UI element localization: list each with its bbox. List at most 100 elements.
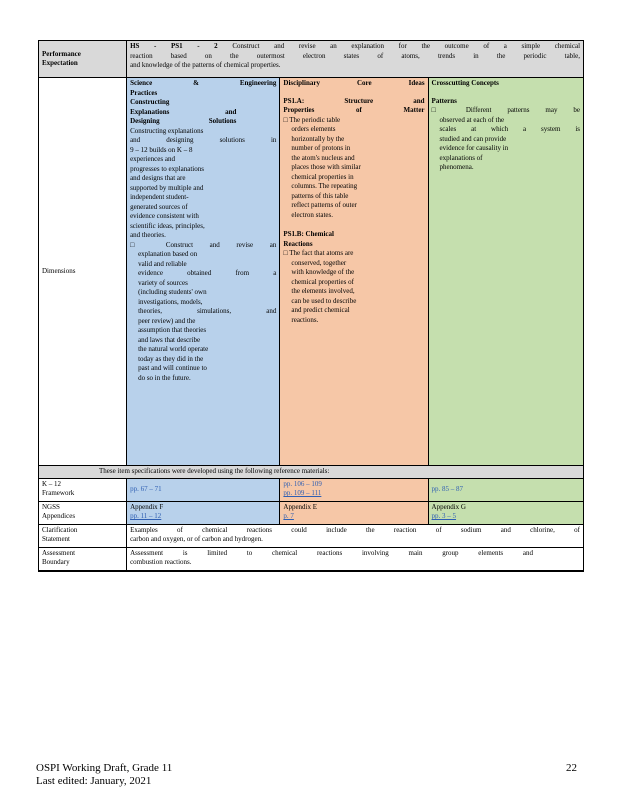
- reference-note-row: These item specifications were developed…: [38, 465, 584, 479]
- ccc-body-line: scales at which a system is: [439, 125, 580, 133]
- sep-heading: Practices: [130, 88, 158, 97]
- item-spec-table: Performance Expectation HS - PS1 - 2 Con…: [37, 40, 585, 572]
- sep-bullet-line: assumption that theories: [138, 326, 207, 334]
- dci-heading: Disciplinary Core Ideas: [283, 79, 425, 87]
- label-line: Boundary: [42, 558, 70, 566]
- dci-body-line: horizontally by the: [291, 134, 345, 143]
- ccc-body-line: explanations of: [439, 153, 483, 162]
- ccc-subheading: Patterns: [431, 96, 457, 105]
- dci-subheading: PS1.B: Chemical: [283, 230, 334, 238]
- sep-body-line: supported by multiple and: [130, 183, 204, 192]
- pe-text-line: and knowledge of the patterns of chemica…: [130, 61, 281, 69]
- dci-subheading: Reactions: [283, 239, 313, 248]
- sep-body-line: and designs that are: [130, 174, 186, 182]
- footer-edited: Last edited: January, 2021: [36, 775, 152, 787]
- sep-cell: Science & Engineering Practices Construc…: [126, 77, 281, 466]
- boundary-line: Assessment is limited to chemical reacti…: [130, 548, 533, 557]
- sep-body-line: experiences and: [130, 155, 175, 163]
- ngss-ccc-appendix: Appendix G: [431, 502, 466, 511]
- ccc-body: □ Different patterns may be observed at …: [432, 106, 580, 173]
- performance-expectation-label: Performance Expectation: [37, 40, 128, 78]
- sep-body-line: and designing solutions in: [130, 136, 277, 144]
- sep-body-line: evidence consistent with: [130, 212, 199, 220]
- sep-bullet-line: □ Construct and revise an: [130, 240, 277, 249]
- label-line: Clarification: [42, 525, 78, 534]
- boundary-text: Assessment is limited to chemical reacti…: [126, 546, 584, 572]
- framework-dci-ref: pp. 106 – 109 pp. 109 – 111: [279, 477, 429, 502]
- ccc-body-line: evidence for causality in: [439, 144, 509, 152]
- ccc-cell: Crosscutting Concepts Patterns □ Differe…: [427, 77, 585, 466]
- clarification-label: Clarification Statement: [37, 523, 128, 548]
- framework-ccc-link[interactable]: pp. 85 – 87: [431, 484, 464, 493]
- dci-body-line: and predict chemical: [291, 306, 350, 314]
- reference-note: These item specifications were developed…: [38, 465, 584, 479]
- sep-bullet-line: (including students' own: [138, 288, 207, 296]
- ngss-dci-appendix: Appendix E: [283, 502, 318, 511]
- dci-body-line: orders elements: [291, 125, 336, 133]
- ngss-sep-link[interactable]: pp. 11 – 12: [130, 512, 162, 520]
- ngss-ccc-link[interactable]: pp. 3 – 5: [431, 512, 457, 520]
- ngss-dci-link[interactable]: p. 7: [283, 512, 294, 520]
- dimensions-row: Dimensions Science & Engineering Practic…: [37, 77, 585, 466]
- footer-title: OSPI Working Draft, Grade 11: [36, 762, 173, 774]
- label-line: Framework: [42, 489, 75, 497]
- dci-body-line: the atom's nucleus and: [291, 153, 355, 162]
- dci-body-line: chemical properties in: [291, 172, 354, 181]
- framework-sep-link[interactable]: pp. 67 – 71: [130, 484, 162, 493]
- sep-heading: Science & Engineering: [130, 79, 277, 87]
- boundary-label: Assessment Boundary: [37, 546, 128, 572]
- dci-body-line: reflect patterns of outer: [291, 201, 357, 209]
- ccc-body-line: observed at each of the: [439, 115, 505, 124]
- dci-subheading: Properties of Matter: [283, 106, 425, 114]
- boundary-row: Assessment Boundary Assessment is limite…: [37, 546, 584, 572]
- dci-body-line: □ The fact that atoms are: [283, 249, 354, 257]
- framework-ccc-ref: pp. 85 – 87: [427, 477, 585, 502]
- dci-body-line: with knowledge of the: [291, 268, 355, 276]
- label-line: Appendices: [42, 512, 76, 520]
- sep-body-line: independent student-: [130, 193, 189, 201]
- sep-bullet-line: peer review) and the: [138, 316, 196, 325]
- sep-subheading: Constructing: [130, 98, 170, 106]
- sep-bullet-line: past and will continue to: [138, 364, 207, 372]
- label-line: Expectation: [42, 59, 78, 67]
- ngss-sep-ref: Appendix F pp. 11 – 12: [126, 500, 281, 525]
- label-line: K – 12: [42, 479, 62, 488]
- framework-dci-link-2[interactable]: pp. 109 – 111: [283, 489, 322, 497]
- ccc-body-line: □ Different patterns may be: [431, 106, 580, 114]
- sep-bullet-line: explanation based on: [138, 250, 198, 258]
- sep-body-line: generated sources of: [130, 202, 188, 211]
- footer: OSPI Working Draft, Grade 11 Last edited…: [36, 762, 172, 788]
- dci-cell: Disciplinary Core Ideas PS1.A: Structure…: [279, 77, 429, 466]
- dci-body-2: □ The fact that atoms are conserved, tog…: [283, 249, 424, 325]
- dci-body-line: electron states.: [291, 210, 333, 219]
- ngss-ccc-ref: Appendix G pp. 3 – 5: [427, 500, 585, 525]
- page-number: 22: [566, 762, 577, 774]
- sep-bullet-line: the natural world operate: [138, 345, 209, 353]
- dci-body-line: reactions.: [291, 315, 319, 324]
- clarification-row: Clarification Statement Examples of chem…: [37, 523, 584, 548]
- sep-bullet-line: and laws that describe: [138, 335, 201, 344]
- clarification-line: carbon and oxygen, or of carbon and hydr…: [130, 535, 263, 543]
- sep-bullet-line: today as they did in the: [138, 354, 204, 363]
- dci-body-line: columns. The repeating: [291, 182, 358, 190]
- framework-dci-link[interactable]: pp. 106 – 109: [283, 479, 322, 488]
- dimensions-label: Dimensions: [37, 77, 128, 466]
- label-line: Assessment: [42, 548, 76, 557]
- sep-subheading: Explanations and: [130, 107, 237, 116]
- sep-bullet-line: investigations, models,: [138, 297, 203, 306]
- ngss-label: NGSS Appendices: [37, 500, 128, 525]
- sep-bullet: □ Construct and revise an explanation ba…: [130, 241, 276, 384]
- dci-body-line: the elements involved,: [291, 287, 355, 295]
- label-line: Statement: [42, 535, 70, 543]
- pe-text-line: Construct and revise an explanation for …: [232, 42, 581, 50]
- dci-subheading: PS1.A: Structure and: [283, 96, 425, 105]
- sep-body-line: 9 – 12 builds on K – 8: [130, 145, 193, 154]
- sep-body: Constructing explanations and designing …: [130, 127, 276, 241]
- sep-bullet-line: valid and reliable: [138, 259, 187, 268]
- label-line: NGSS: [42, 502, 60, 511]
- sep-body-line: scientific ideas, principles,: [130, 221, 205, 230]
- dci-body-line: patterns of this table: [291, 191, 349, 200]
- sep-bullet-line: theories, simulations, and: [138, 307, 277, 315]
- dci-body-line: can be used to describe: [291, 296, 357, 305]
- sep-subheading: Designing Solutions: [130, 117, 237, 125]
